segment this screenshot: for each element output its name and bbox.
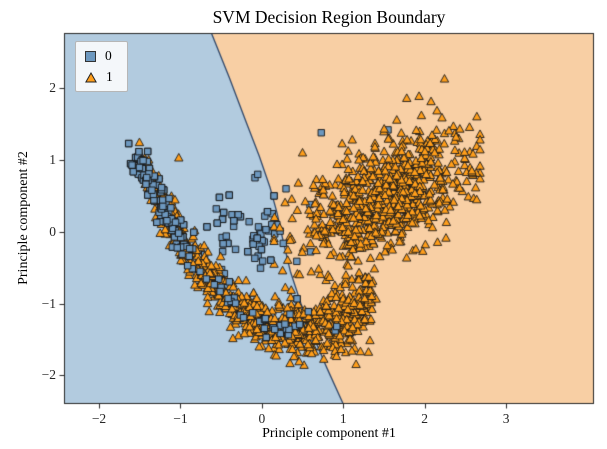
- y-tick-label: 2: [49, 80, 56, 96]
- y-tick-label: 1: [49, 152, 56, 167]
- legend-square-marker-icon: [85, 50, 96, 62]
- x-axis-label: Principle component #1: [262, 426, 396, 441]
- x-tick-label: −1: [173, 411, 188, 426]
- legend-triangle-marker-icon: [85, 71, 97, 83]
- y-tick-label: 0: [49, 223, 56, 239]
- legend-label: 0: [105, 48, 112, 63]
- x-tick-label: 3: [502, 411, 510, 426]
- legend-entry: 1: [85, 69, 113, 85]
- legend-entry: 0: [85, 48, 113, 64]
- y-tick-label: −1: [41, 295, 56, 311]
- y-tick-label: −2: [41, 367, 56, 383]
- x-tick-label: 1: [339, 411, 347, 426]
- x-tick-label: −2: [91, 411, 107, 426]
- x-tick-label: 0: [258, 411, 266, 426]
- x-tick-label: 2: [421, 411, 429, 426]
- legend-label: 1: [106, 69, 113, 84]
